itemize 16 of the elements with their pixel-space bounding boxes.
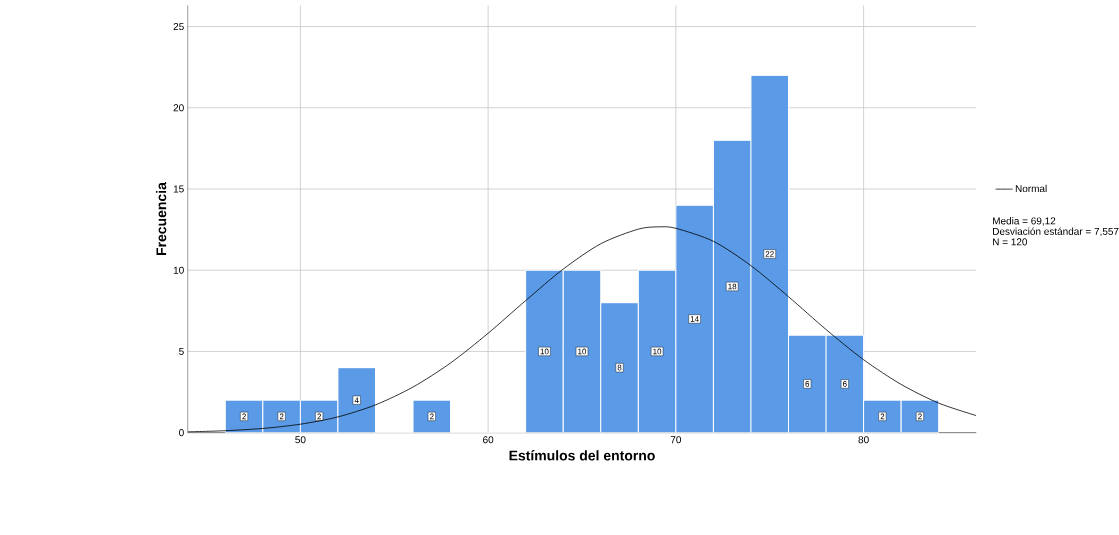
y-tick-label: 0 (179, 429, 184, 437)
x-tick-label: 80 (858, 436, 869, 444)
x-tick-label: 70 (670, 436, 682, 444)
y-tick-label: 15 (173, 185, 184, 193)
y-tick-label: 25 (173, 23, 184, 31)
text: Desviación estándar = 7,557 (993, 227, 1119, 237)
text: N = 120 (993, 238, 1028, 246)
y-axis-title: Frecuencia (155, 182, 167, 256)
x-tick-label: 50 (295, 436, 306, 444)
y-tick-label: 5 (179, 347, 184, 355)
text: Media = 69,12 (993, 217, 1056, 226)
y-tick-label: 20 (173, 104, 184, 112)
y-tick-label: 10 (173, 266, 184, 274)
legend-label: Normal (1015, 184, 1047, 193)
x-tick-label: 60 (483, 436, 494, 444)
x-axis-title: Estímulos del entorno (509, 450, 655, 461)
